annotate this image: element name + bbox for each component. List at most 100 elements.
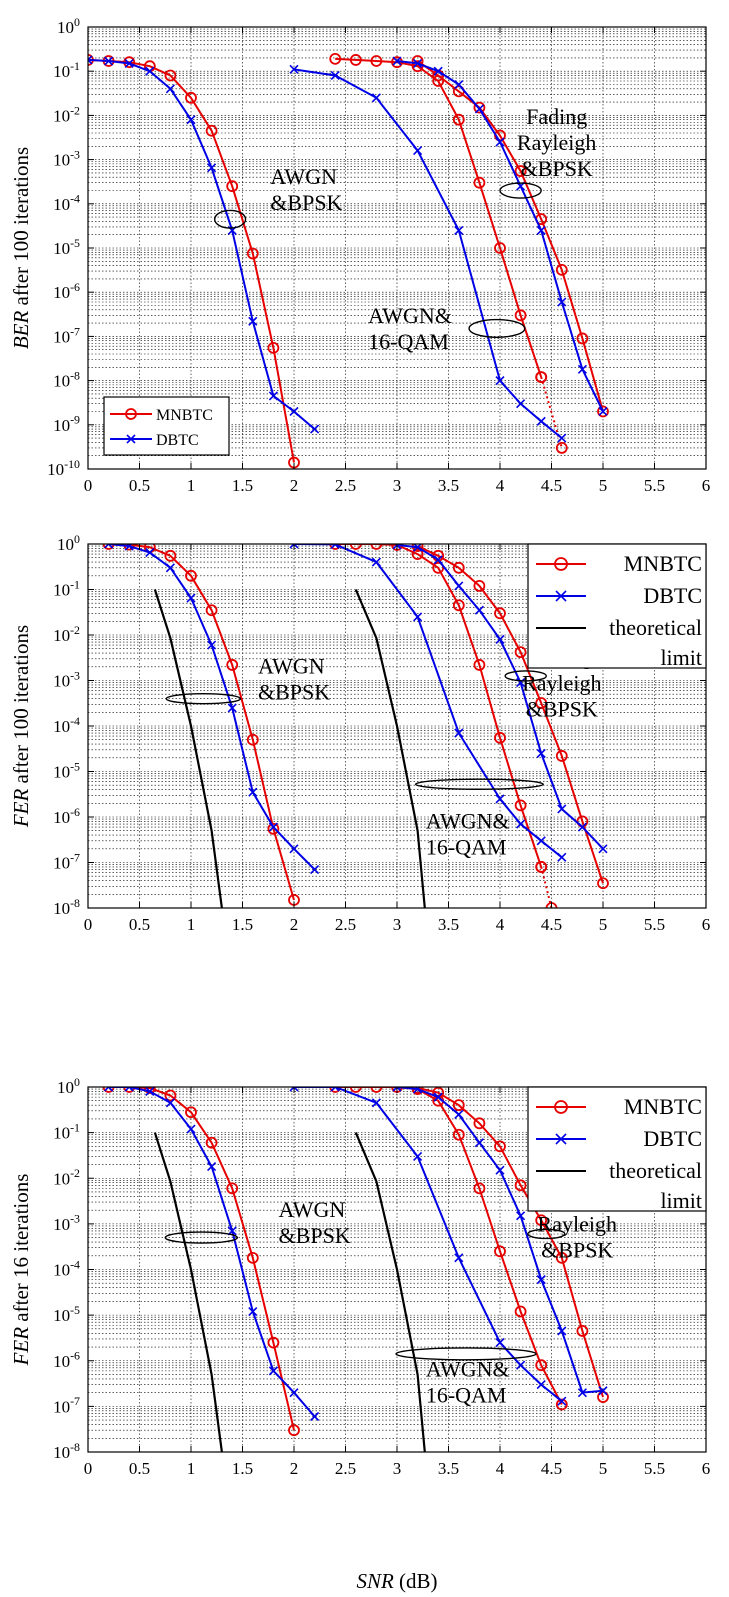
x-tick-label: 0.5: [129, 1459, 150, 1478]
data-point-dbtc: [516, 1360, 526, 1370]
chart-panel-2: AWGN&BPSKAWGN&16-QAMFadingRayleigh&BPSK0…: [9, 532, 710, 934]
data-point-dbtc: [495, 1165, 505, 1175]
data-point-dbtc: [207, 1162, 217, 1172]
annotation-label: AWGN& 16-QAM: [426, 1357, 510, 1408]
y-tick-label: 10-2: [53, 103, 80, 125]
data-point-mnbtc: [473, 1117, 486, 1130]
y-tick-label: 10-6: [53, 805, 80, 827]
data-point-mnbtc: [494, 607, 506, 620]
data-point-dbtc: [371, 93, 381, 103]
data-point-mnbtc: [535, 1214, 548, 1227]
y-axis-label: FER after 16 iterations: [9, 1174, 33, 1367]
x-tick-label: 1: [187, 915, 196, 934]
data-point-mnbtc: [452, 1128, 465, 1141]
legend-label: DBTC: [156, 432, 199, 449]
data-point-dbtc: [392, 56, 402, 66]
data-point-mnbtc: [123, 1087, 136, 1093]
series-layer: [88, 52, 609, 469]
data-point-mnbtc: [288, 1424, 300, 1437]
x-tick-label: 3.5: [438, 915, 459, 934]
data-point-mnbtc: [494, 242, 506, 254]
data-point-mnbtc: [535, 861, 548, 873]
data-point-dbtc: [289, 844, 299, 854]
data-point-dbtc: [145, 66, 155, 76]
data-point-mnbtc: [411, 55, 424, 67]
data-point-mnbtc: [411, 548, 424, 560]
series-line-theoretical-limit: [153, 1132, 223, 1452]
data-point-dbtc: [268, 391, 278, 401]
annotation-ellipse: [164, 1231, 239, 1244]
legend-marker: [554, 1100, 568, 1114]
data-point-dbtc: [598, 1386, 608, 1396]
data-point-mnbtc: [205, 1136, 218, 1149]
x-tick-label: 4.5: [541, 476, 562, 495]
data-point-dbtc: [289, 544, 299, 549]
data-point-dbtc: [104, 56, 114, 66]
data-point-dbtc: [124, 544, 134, 551]
x-tick-label: 1.5: [232, 915, 253, 934]
x-tick-label: 4: [496, 476, 505, 495]
data-point-mnbtc: [597, 1391, 609, 1403]
x-tick-label: 5: [599, 915, 608, 934]
data-point-dbtc: [536, 416, 546, 426]
series-line-mnbtc: [417, 60, 604, 412]
annotation-label: AWGN &BPSK: [279, 1197, 351, 1248]
data-point-mnbtc: [349, 544, 362, 550]
data-point-dbtc: [557, 433, 567, 443]
data-point-mnbtc: [473, 176, 486, 189]
data-point-dbtc: [268, 822, 278, 832]
x-tick-label: 5: [599, 1459, 608, 1478]
annotation-label: AWGN& 16-QAM: [426, 808, 510, 859]
y-axis-label: BER after 100 iterations: [9, 147, 33, 349]
data-point-dbtc: [186, 1124, 196, 1134]
data-point-dbtc: [516, 1211, 526, 1221]
series-line-mnbtc: [540, 866, 553, 908]
x-tick-label: 2: [290, 1459, 299, 1478]
data-point-mnbtc: [514, 799, 527, 812]
x-tick-label: 5.5: [644, 1459, 665, 1478]
data-point-mnbtc: [576, 332, 589, 345]
data-point-mnbtc: [597, 877, 609, 890]
data-point-mnbtc: [205, 604, 218, 617]
y-tick-label: 10-3: [53, 1212, 80, 1234]
data-point-dbtc: [577, 1388, 587, 1398]
y-tick-label: 10-9: [53, 413, 80, 435]
data-point-mnbtc: [370, 544, 383, 550]
data-point-mnbtc: [102, 1087, 115, 1093]
data-point-mnbtc: [597, 405, 609, 418]
data-point-dbtc: [413, 612, 423, 622]
data-point-dbtc: [289, 1087, 299, 1092]
chart-panel-1: AWGN &BPSK AWGN& 16-QAM Fading Rayleigh &BPSK 0…: [9, 15, 710, 495]
data-point-mnbtc: [576, 1325, 589, 1337]
legend-label: MNBTC: [624, 1094, 702, 1119]
data-point-dbtc: [104, 1087, 114, 1092]
data-point-mnbtc: [452, 1099, 465, 1112]
legend-marker: [125, 408, 137, 420]
x-tick-label: 5.5: [644, 915, 665, 934]
y-tick-label: 10-3: [53, 668, 80, 690]
data-point-mnbtc: [185, 91, 197, 104]
data-point-mnbtc: [555, 442, 568, 454]
data-point-mnbtc: [473, 659, 486, 671]
data-point-mnbtc: [329, 52, 342, 65]
data-point-mnbtc: [267, 822, 280, 835]
data-point-dbtc: [454, 225, 464, 235]
legend-label: limit: [660, 1188, 702, 1213]
x-tick-label: 5.5: [644, 476, 665, 495]
annotation-ellipse: [499, 182, 542, 199]
data-point-dbtc: [474, 1138, 484, 1148]
data-point-dbtc: [557, 852, 567, 862]
data-point-dbtc: [124, 58, 134, 68]
ticks: [87, 1086, 707, 1453]
annotation-ellipse: [504, 670, 548, 682]
legend-label: DBTC: [643, 1126, 702, 1151]
y-tick-label: 10-2: [53, 623, 80, 645]
x-tick-label: 5: [599, 476, 608, 495]
data-point-dbtc: [454, 728, 464, 738]
data-point-mnbtc: [185, 569, 197, 582]
data-point-dbtc: [165, 84, 175, 94]
chart-panel-3: AWGN&BPSKAWGN&16-QAMFadingRayleigh&BPSK0…: [9, 1075, 710, 1478]
data-point-dbtc: [207, 163, 217, 173]
x-tick-label: 0.5: [129, 476, 150, 495]
legend-label: MNBTC: [624, 551, 702, 576]
